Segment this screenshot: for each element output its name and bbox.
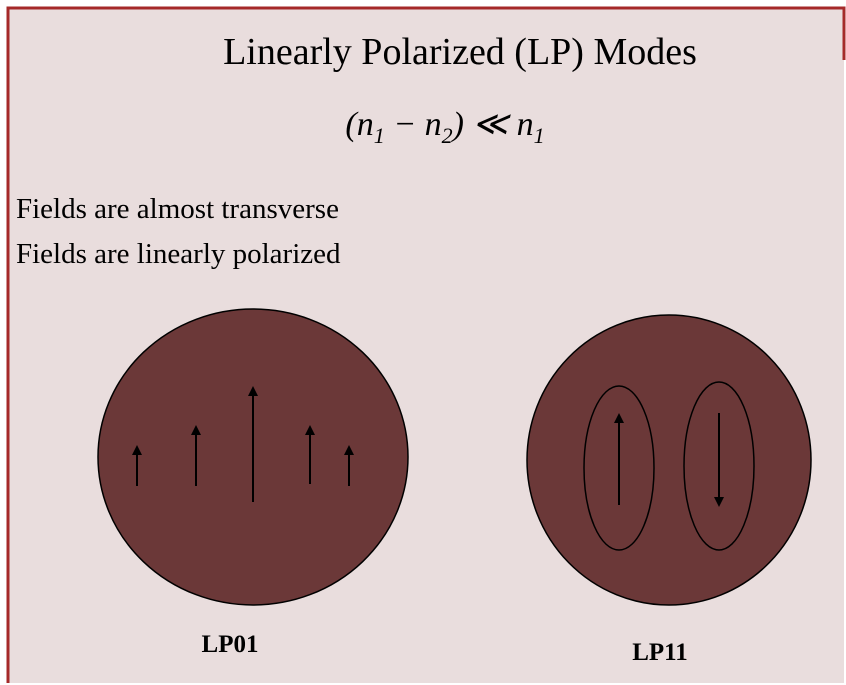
slide-border — [6, 6, 846, 683]
bullet-text: Fields are linearly polarized — [16, 238, 341, 270]
eq-part: (n — [345, 106, 373, 143]
eq-subscript: 2 — [442, 123, 453, 148]
eq-subscript: 1 — [534, 123, 545, 148]
lobe — [583, 385, 655, 551]
mode-label: LP11 — [632, 639, 688, 666]
equation: (n1 − n2) ≪ n1 — [345, 106, 544, 148]
eq-part: − n — [385, 106, 442, 143]
lobe — [683, 381, 755, 551]
mode-label: LP01 — [202, 631, 259, 658]
bullet-text: Fields are almost transverse — [16, 193, 339, 225]
title: Linearly Polarized (LP) Modes — [223, 31, 697, 73]
eq-part: ) ≪ n — [451, 106, 534, 143]
eq-subscript: 1 — [374, 123, 385, 148]
fiber-core — [526, 314, 812, 606]
